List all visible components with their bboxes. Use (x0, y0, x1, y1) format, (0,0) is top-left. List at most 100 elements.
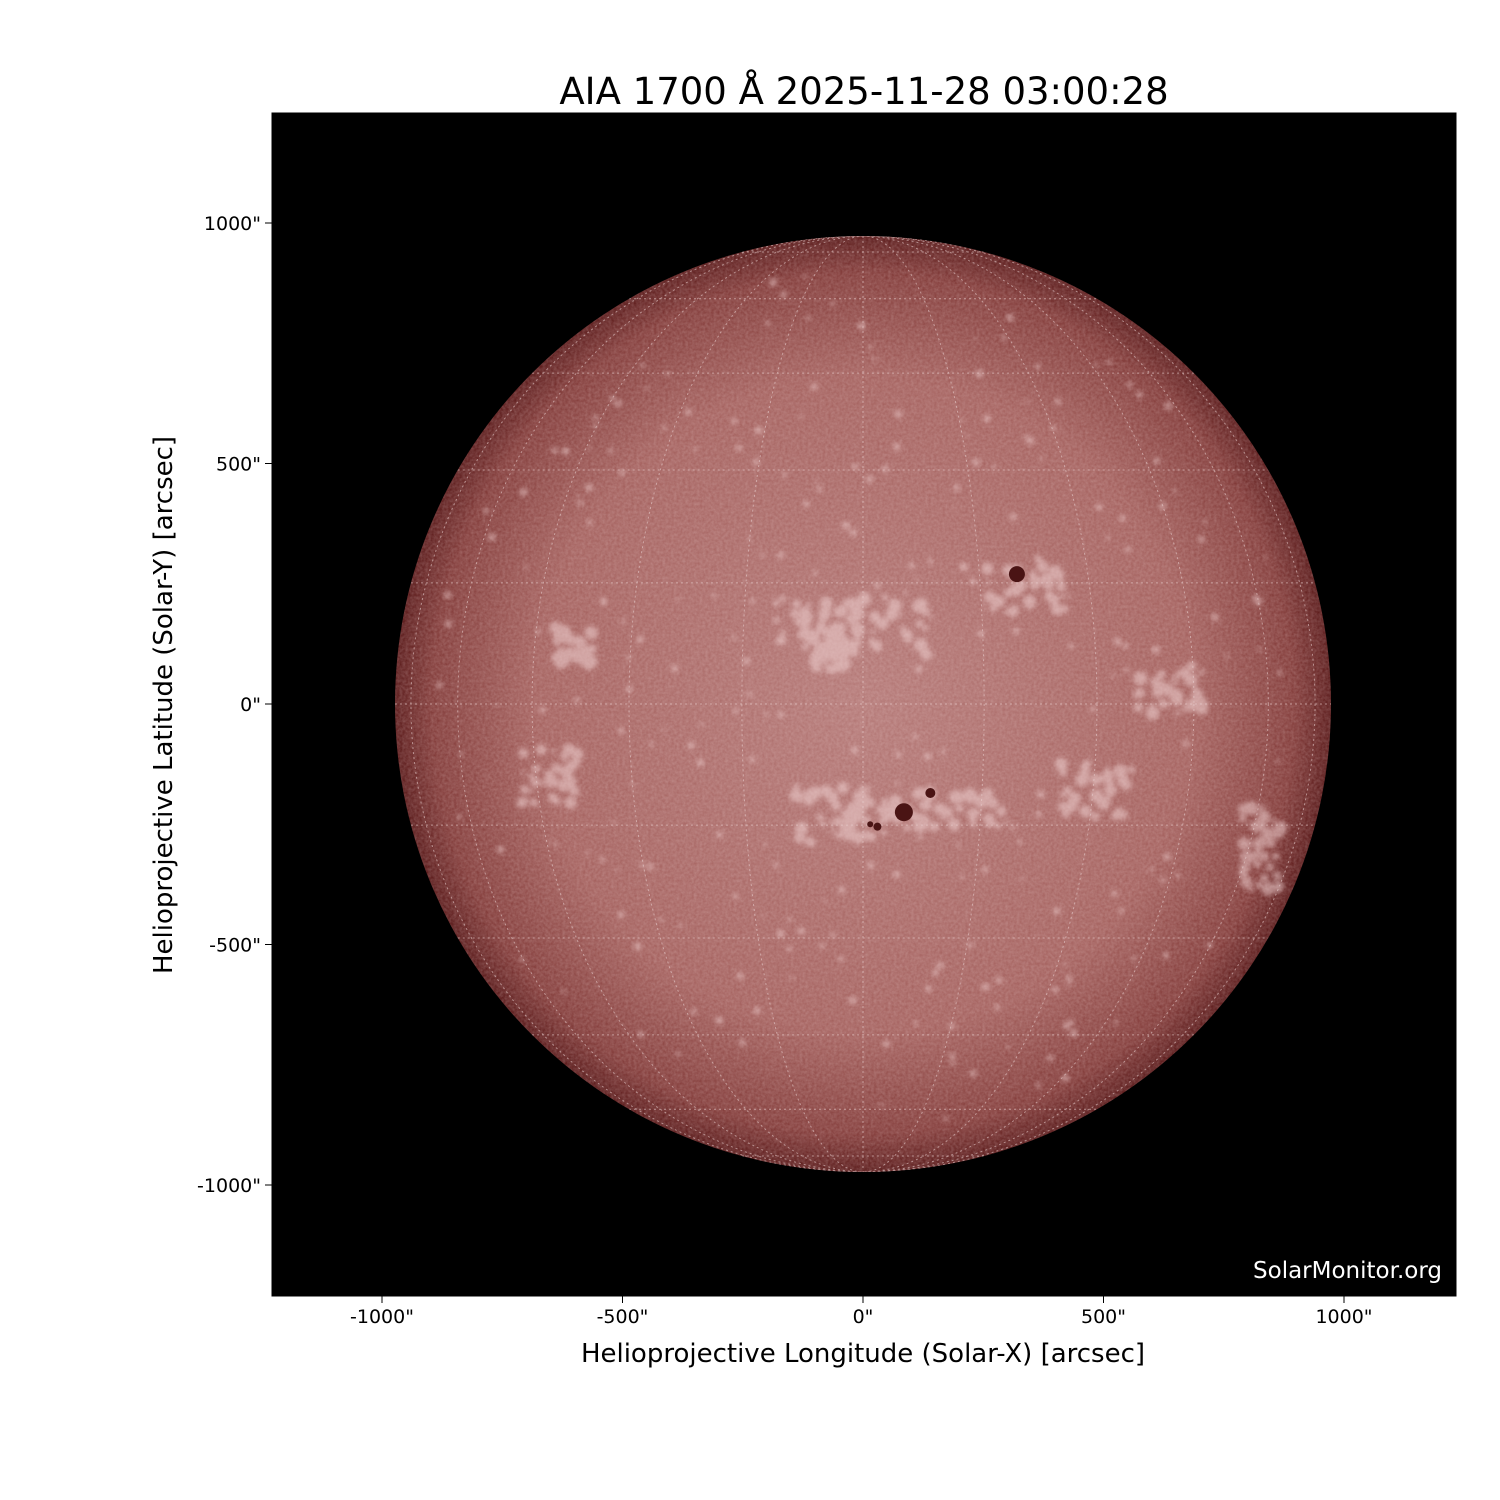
network-patch (899, 612, 904, 617)
network-patch (715, 1016, 724, 1025)
plage-regions (435, 273, 1288, 1121)
network-patch (983, 605, 987, 610)
network-patch (868, 344, 873, 349)
plage-patch (868, 611, 881, 623)
plage-patch (806, 601, 812, 607)
plage-patch (553, 631, 566, 644)
network-patch (675, 1051, 681, 1057)
network-patch (1010, 824, 1016, 830)
network-patch (1164, 402, 1173, 410)
network-patch (1122, 643, 1129, 650)
network-patch (1106, 360, 1112, 366)
network-patch (577, 500, 584, 506)
network-patch (892, 870, 901, 878)
plage-patch (1056, 581, 1067, 592)
network-patch (592, 423, 598, 429)
network-patch (808, 837, 812, 842)
network-patch (649, 741, 654, 747)
plage-patch (544, 774, 559, 788)
plage-patch (1059, 792, 1066, 799)
network-patch (1035, 1082, 1042, 1089)
plage-patch (1048, 565, 1062, 579)
y-axis-label: Helioprojective Latitude (Solar-Y) [arcs… (149, 436, 179, 974)
network-patch (488, 533, 496, 542)
network-patch (959, 562, 968, 571)
plage-patch (1106, 793, 1113, 800)
plage-patch (995, 823, 1002, 830)
plage-patch (802, 789, 814, 800)
plage-patch (1145, 706, 1160, 721)
network-patch (950, 1060, 955, 1066)
network-patch (1061, 1074, 1070, 1082)
y-tick-label: -500" (209, 935, 261, 957)
network-patch (586, 519, 593, 526)
plage-patch (1009, 582, 1024, 596)
plage-patch (805, 837, 816, 848)
plage-patch (1172, 691, 1179, 698)
network-patch (1035, 810, 1042, 818)
plage-patch (1118, 775, 1123, 780)
plage-patch (800, 620, 811, 631)
plage-patch (1257, 810, 1271, 824)
plage-patch (987, 797, 999, 809)
plage-patch (1238, 867, 1249, 878)
network-patch (1126, 381, 1133, 388)
plage-patch (519, 785, 529, 795)
plage-patch (854, 799, 868, 813)
plage-patch (1272, 852, 1280, 861)
network-patch (749, 598, 756, 604)
network-patch (1245, 802, 1253, 809)
network-patch (699, 721, 704, 727)
network-patch (1065, 975, 1073, 982)
plage-patch (1057, 802, 1066, 811)
plage-patch (535, 744, 547, 755)
plage-patch (568, 775, 576, 784)
network-patch (585, 483, 594, 492)
network-patch (742, 657, 751, 665)
plage-patch (793, 783, 800, 790)
network-patch (777, 551, 785, 559)
network-patch (1136, 391, 1143, 398)
network-patch (483, 507, 490, 514)
plage-patch (1089, 789, 1104, 803)
plage-patch (1192, 687, 1198, 693)
plage-patch (995, 596, 1006, 607)
network-patch (967, 941, 973, 948)
network-patch (1006, 1045, 1010, 1049)
network-patch (940, 749, 946, 754)
network-patch (923, 752, 932, 761)
network-patch (848, 996, 857, 1005)
plage-patch (972, 794, 984, 806)
network-patch (879, 1102, 884, 1107)
network-patch (1163, 853, 1171, 861)
plage-patch (889, 598, 896, 605)
network-patch (1015, 607, 1019, 611)
longitude-line (410, 236, 1316, 1172)
plage-patch (1057, 576, 1064, 582)
plage-patch (1255, 881, 1263, 889)
plage-patch (1063, 786, 1073, 795)
plage-patch (870, 629, 875, 635)
plage-patch (1181, 667, 1186, 672)
x-tick-label: -1000" (350, 1306, 414, 1328)
y-tick-label: 500" (216, 454, 261, 476)
network-patch (617, 911, 625, 919)
plage-patch (818, 607, 832, 621)
plage-patch (794, 821, 809, 836)
network-patch (617, 727, 625, 734)
plage-patch (999, 805, 1005, 811)
network-patch (1067, 643, 1074, 649)
plage-patch (1040, 573, 1052, 585)
network-patch (829, 820, 834, 825)
plage-patch (915, 619, 924, 628)
network-patch (551, 655, 556, 661)
plage-patch (900, 624, 905, 630)
network-patch (1225, 654, 1230, 659)
network-patch (830, 932, 836, 938)
network-patch (608, 448, 614, 454)
plage-patch (913, 638, 928, 652)
network-patch (456, 814, 462, 820)
network-patch (763, 842, 767, 847)
network-patch (915, 665, 923, 673)
network-patch (1160, 877, 1166, 883)
